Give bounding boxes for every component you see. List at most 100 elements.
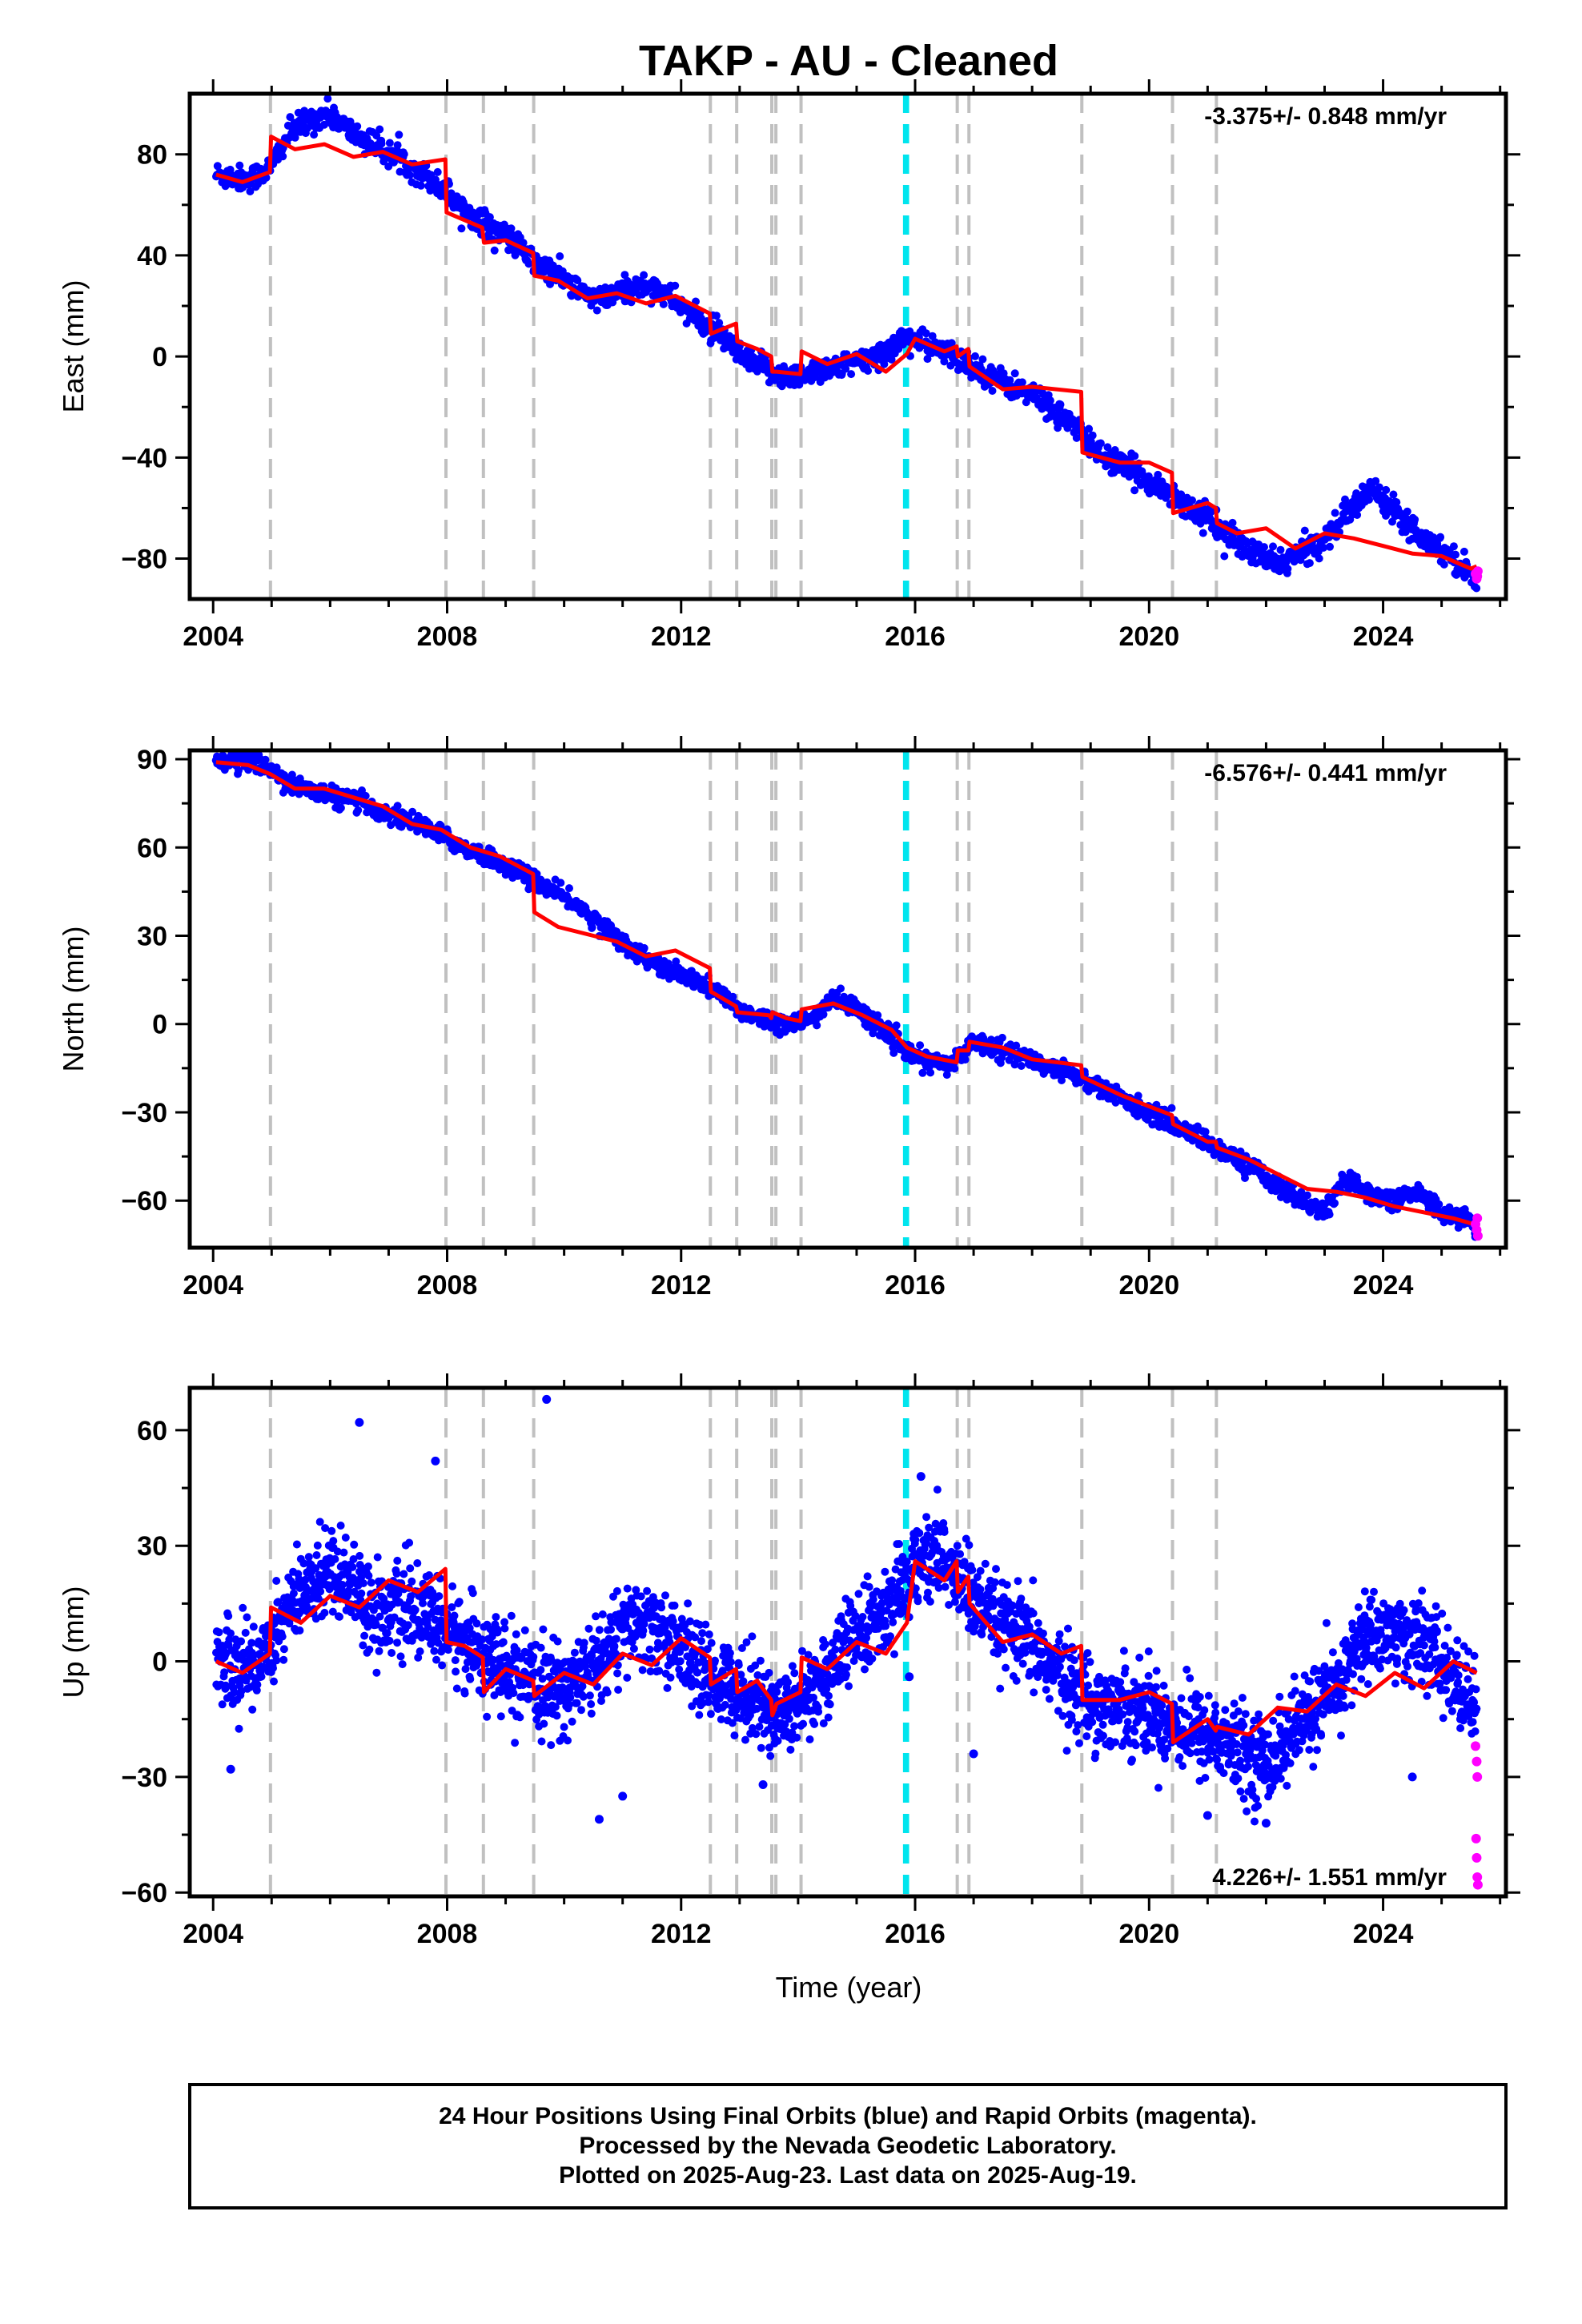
data-point — [540, 1719, 548, 1728]
data-point — [213, 162, 222, 171]
figure-title: TAKP - AU - Cleaned — [639, 37, 1058, 85]
data-point — [1167, 1104, 1176, 1112]
data-point — [315, 1518, 324, 1526]
data-point — [249, 1622, 258, 1631]
data-point — [323, 94, 332, 103]
north-final-orbit-points — [211, 750, 1480, 1241]
data-point — [279, 1655, 288, 1664]
data-point — [364, 1562, 372, 1571]
up-final-orbit-points — [212, 1394, 1481, 1828]
data-point — [425, 1571, 433, 1579]
data-point — [524, 259, 533, 268]
data-point — [1110, 446, 1119, 454]
data-point — [416, 181, 425, 190]
data-point — [385, 1636, 394, 1645]
y-tick-label: 40 — [137, 241, 167, 271]
data-point — [926, 1068, 935, 1077]
data-point — [373, 1553, 382, 1562]
data-point — [1269, 542, 1277, 551]
data-point — [316, 1587, 325, 1596]
data-point — [1017, 1062, 1026, 1070]
data-point — [1436, 533, 1445, 541]
data-point — [390, 1613, 399, 1622]
data-point — [587, 1700, 596, 1708]
data-point — [584, 1624, 593, 1633]
data-point — [841, 364, 850, 373]
data-point — [375, 125, 384, 134]
data-point — [1325, 1210, 1334, 1219]
data-point — [434, 1638, 443, 1647]
data-point — [468, 1589, 477, 1598]
data-point — [640, 943, 648, 952]
data-point — [393, 802, 402, 810]
data-point — [613, 1669, 622, 1678]
data-point — [1130, 452, 1139, 460]
data-point — [424, 1631, 433, 1640]
data-point — [243, 1613, 251, 1622]
data-point — [311, 1564, 320, 1573]
data-point — [684, 1599, 693, 1608]
data-point — [377, 139, 386, 148]
data-point — [302, 1589, 311, 1598]
data-point — [556, 252, 564, 260]
data-point — [287, 770, 296, 779]
data-point — [375, 1612, 384, 1621]
data-point — [289, 1589, 298, 1598]
data-point — [465, 1624, 474, 1632]
data-point — [683, 1652, 692, 1661]
data-point — [1460, 547, 1468, 556]
data-point — [588, 923, 596, 931]
data-point — [553, 1637, 562, 1646]
east-panel: 2004 2008 2012 2016 2020 2024−80−4004080East … — [57, 79, 1520, 652]
east-final-orbit-points — [212, 94, 1481, 593]
data-point — [512, 1630, 520, 1638]
data-point — [1054, 424, 1062, 432]
data-point — [455, 1598, 464, 1606]
data-point — [435, 1592, 444, 1601]
x-tick-label: 2012 — [651, 1270, 712, 1301]
data-point — [341, 1534, 350, 1542]
data-point — [942, 1071, 951, 1080]
data-point — [1449, 542, 1458, 551]
y-tick-label: 80 — [137, 140, 167, 171]
data-point — [1018, 378, 1026, 387]
data-point — [414, 1653, 423, 1662]
data-point — [715, 319, 724, 328]
data-point — [448, 1603, 456, 1611]
data-point — [241, 1628, 250, 1637]
data-point — [448, 1582, 457, 1590]
data-point — [612, 1586, 621, 1595]
data-point — [493, 1626, 502, 1635]
data-point — [269, 1664, 277, 1672]
data-point — [592, 1636, 600, 1645]
data-point — [1130, 486, 1139, 495]
x-tick-label: 2016 — [885, 1270, 946, 1301]
data-point — [643, 1586, 652, 1595]
data-point — [587, 1709, 596, 1718]
data-point — [592, 1612, 600, 1621]
data-point — [1010, 369, 1019, 378]
data-point — [417, 1633, 426, 1642]
data-point — [565, 884, 573, 893]
data-point — [950, 1064, 959, 1073]
east-rate-label: -3.375+/- 0.848 mm/yr — [1204, 103, 1447, 130]
data-point — [923, 355, 932, 364]
data-point — [248, 1705, 257, 1714]
data-point — [568, 1717, 576, 1726]
data-point — [639, 1626, 648, 1635]
data-point — [1303, 1191, 1311, 1200]
data-point — [819, 1010, 828, 1019]
data-point — [659, 300, 668, 308]
data-point — [1012, 1041, 1021, 1050]
data-point — [547, 1741, 556, 1750]
data-point — [1236, 1147, 1245, 1156]
north-plot-area — [211, 750, 1483, 1248]
data-point — [433, 167, 442, 176]
east-model-line — [215, 135, 1478, 571]
data-point — [215, 1628, 223, 1637]
data-point — [302, 1582, 310, 1591]
data-point — [620, 271, 629, 279]
data-point — [406, 1564, 415, 1573]
data-point — [1472, 584, 1481, 593]
data-point — [367, 1578, 375, 1587]
